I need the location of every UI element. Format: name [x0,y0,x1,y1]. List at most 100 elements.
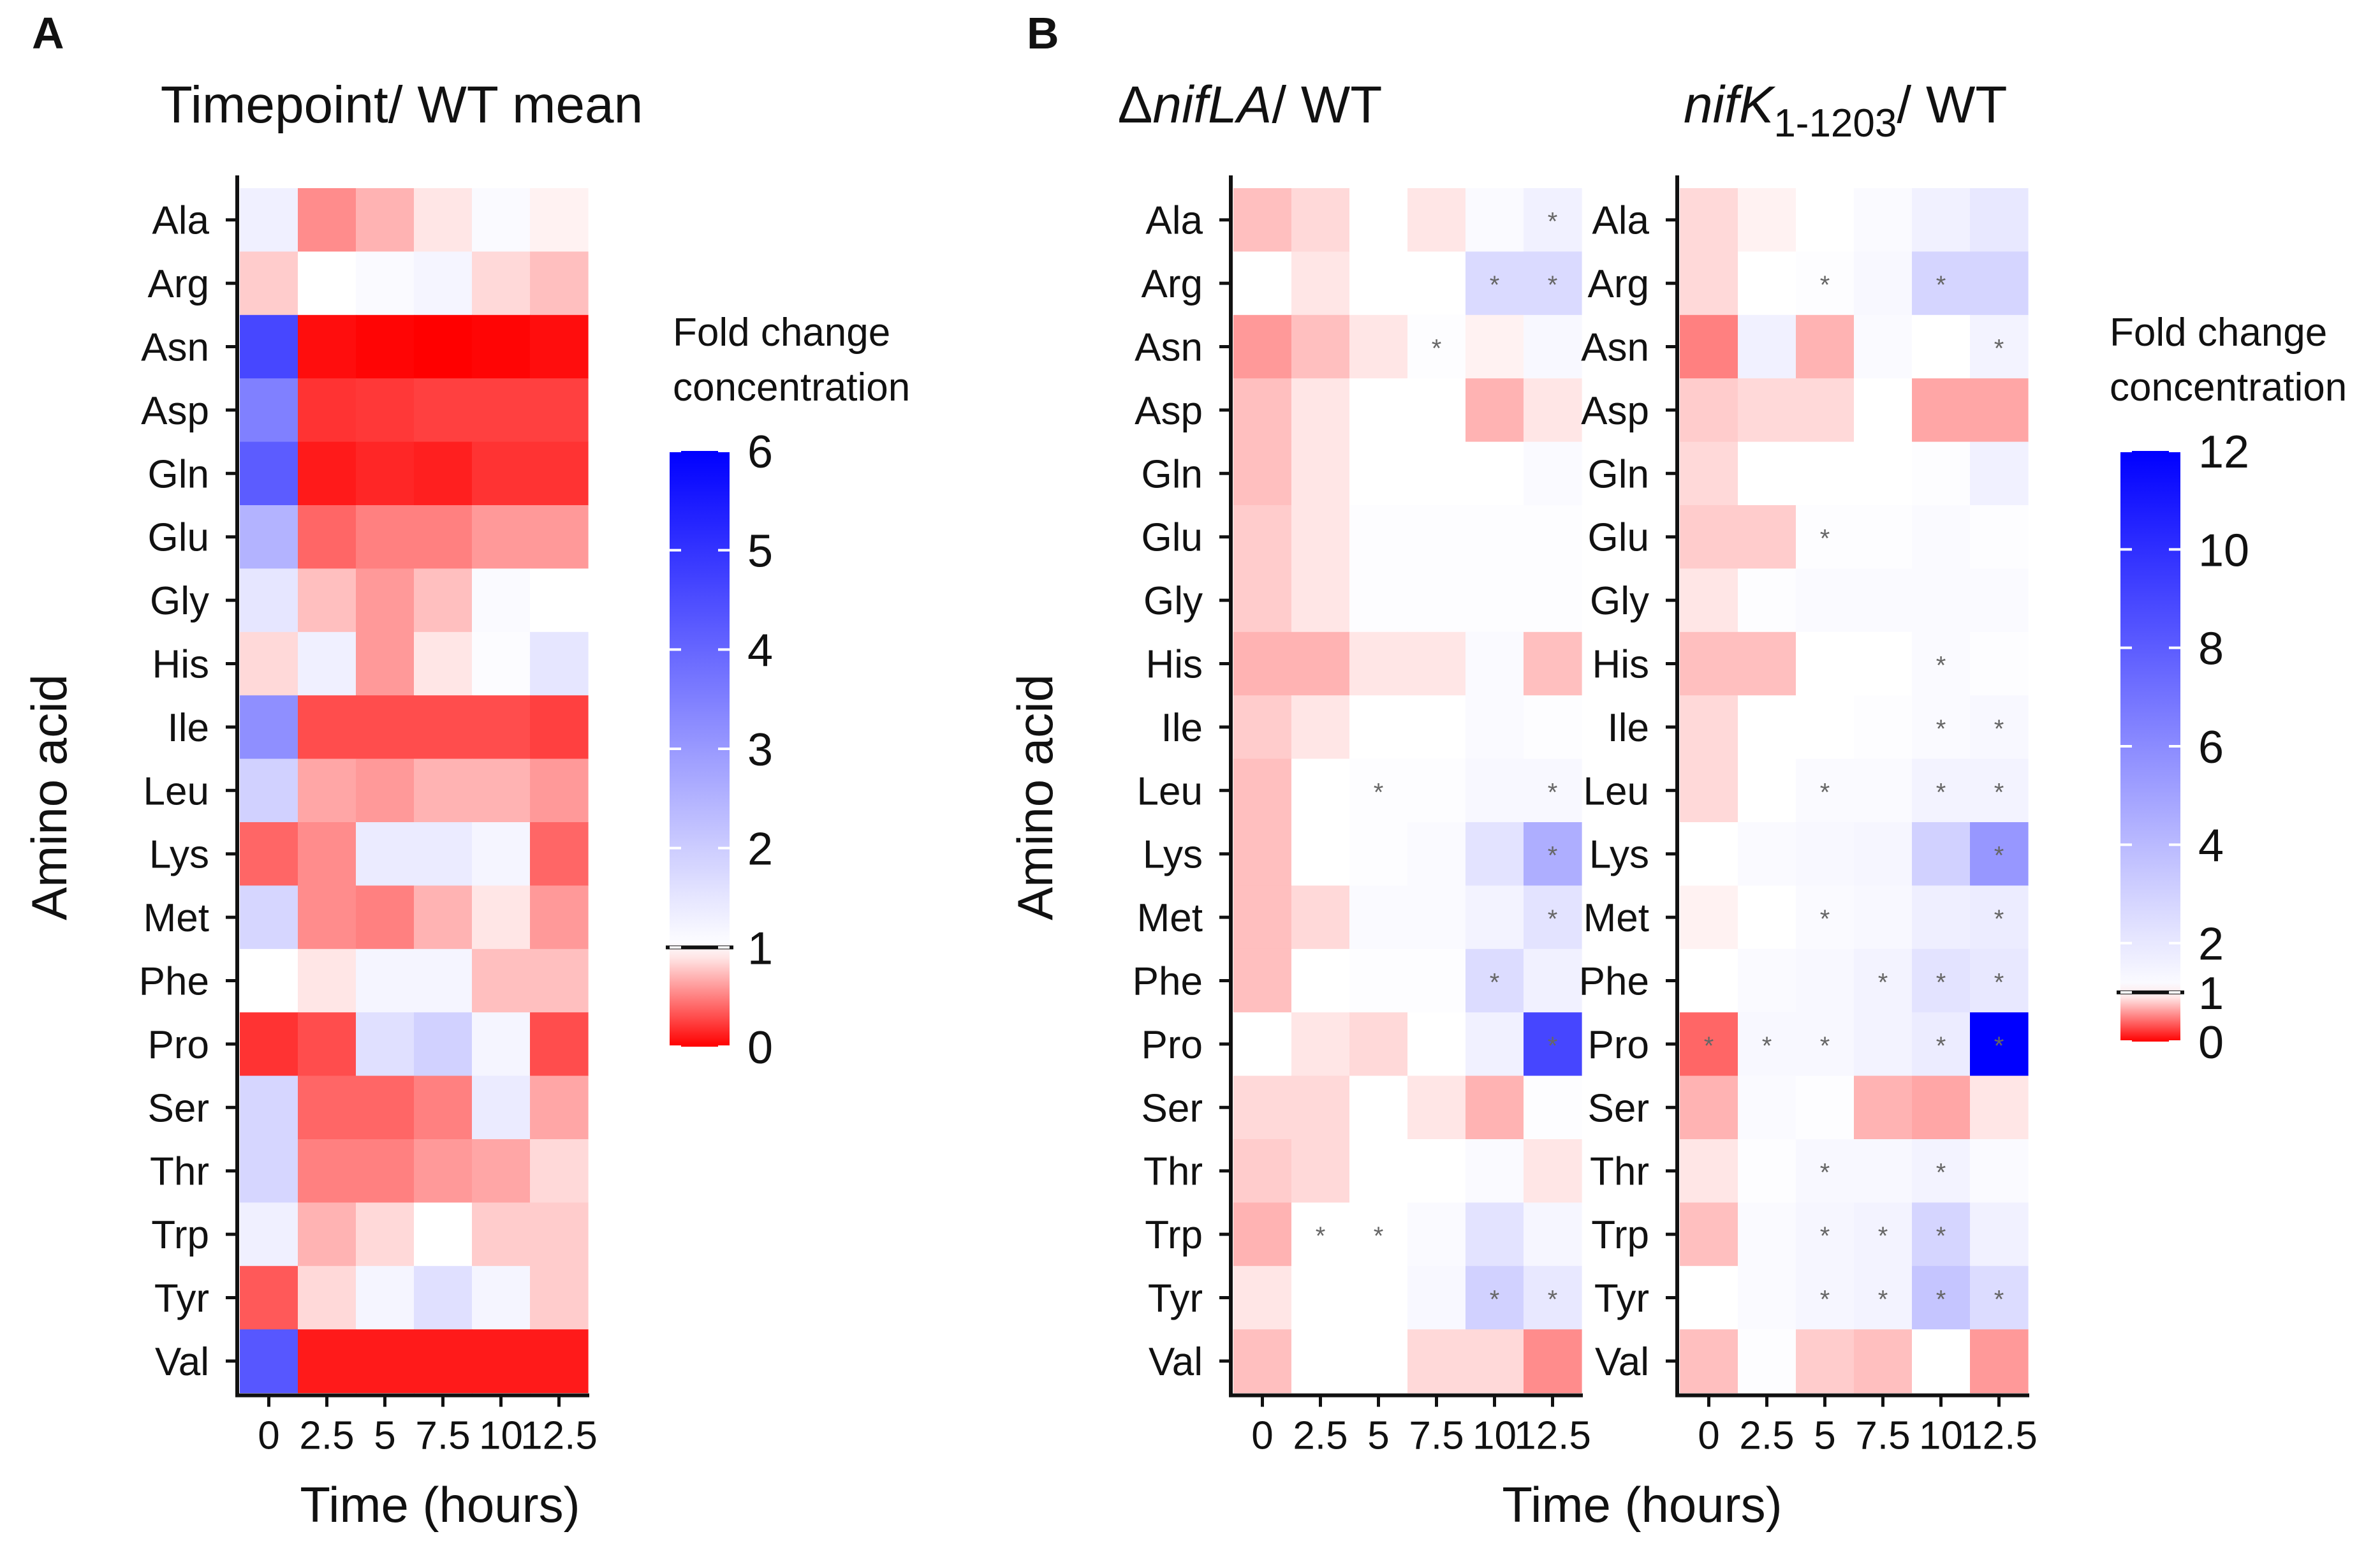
significance-star: * [1994,335,2004,363]
row-label: Pro [1142,1023,1203,1067]
heatmap-cell [1233,1139,1292,1203]
heatmap-cell [1970,822,2029,886]
significance-star: * [1820,778,1830,806]
x-tick-label: 7.5 [415,1414,470,1458]
heatmap-cell [1854,505,1913,569]
heatmap-cell [1680,885,1738,950]
heatmap-cell [1854,631,1913,696]
heatmap-cell [472,378,531,443]
heatmap-cell [1796,1202,1855,1267]
heatmap-cell [1854,885,1913,950]
heatmap-cell [1970,378,2029,443]
heatmap-cell [1407,505,1466,569]
heatmap-cell [1465,1329,1524,1394]
row-label: Ile [1161,706,1203,750]
heatmap-cell [472,1265,531,1330]
significance-star: * [1820,1222,1830,1250]
heatmap-cell [1524,1329,1582,1394]
heatmap-cell [1854,441,1913,506]
heatmap-cell [1796,441,1855,506]
heatmap-cell [1970,505,2029,569]
heatmap-cell [1912,314,1971,379]
heatmap-cell [1465,378,1524,443]
heatmap-cell [1912,822,1971,886]
heatmap-cell [356,441,415,506]
heatmap-cell [1349,251,1408,316]
heatmap-cell [1407,631,1466,696]
colorbar-tick-label: 5 [747,526,773,577]
heatmap-cell [1524,1075,1582,1140]
significance-star: * [1936,1032,1946,1060]
heatmap-cell [298,251,356,316]
significance-star: * [1820,905,1830,933]
heatmap-cell [1912,251,1971,316]
significance-star: * [1548,208,1558,236]
heatmap-cell [1291,822,1350,886]
row-label: Met [143,896,209,940]
heatmap-cell [472,568,531,633]
heatmap-b-nifk: * * * * * * * * * * * * * * * * * * * * * * * * * * * * * * Ala Arg Asn A… [1579,175,2038,1458]
title-italic: nifK [1684,76,1776,134]
heatmap-cell [356,1075,415,1140]
x-tick-label: 10 [1919,1414,1963,1458]
x-tick-label: 7.5 [1409,1414,1464,1458]
heatmap-cell [1970,441,2029,506]
heatmap-cell [1465,188,1524,252]
heatmap-cell [1524,885,1582,950]
heatmap-cell [472,1202,531,1267]
heatmap-cell [530,1329,589,1394]
colorbar-tick-label: 12 [2198,427,2249,478]
heatmap-cell [356,948,415,1013]
heatmap-cell [472,1075,531,1140]
colorbar-tick-label: 0 [2198,1017,2224,1068]
row-label: Asp [1581,389,1649,433]
heatmap-cell [1291,885,1350,950]
significance-star: * [1936,1159,1946,1187]
colorbar-tick-label: 4 [2198,820,2224,871]
heatmap-cell [298,885,356,950]
heatmap-cell [356,188,415,252]
heatmap-cell [530,885,589,950]
heatmap-cell [240,1265,298,1330]
heatmap-cell [356,1202,415,1267]
heatmap-cell [1291,948,1350,1013]
heatmap-cell [1680,1075,1738,1140]
heatmap-cell [298,378,356,443]
row-label: Gln [148,452,209,496]
heatmap-cell [1970,1202,2029,1267]
row-label: Thr [1143,1150,1203,1194]
heatmap-cell [1912,441,1971,506]
row-label: Tyr [1148,1277,1203,1321]
heatmap-cell [1407,1265,1466,1330]
heatmap-cell [1970,1075,2029,1140]
x-tick-label: 10 [1473,1414,1517,1458]
heatmap-cell [1970,1139,2029,1203]
heatmap-cell [298,1075,356,1140]
row-label: His [152,643,209,687]
heatmap-b-nifla-ylabel: Amino acid [1007,674,1063,920]
heatmap-cell [1233,378,1292,443]
row-label: Lys [1589,833,1649,877]
heatmap-cell [1407,378,1466,443]
heatmap-cell [1291,1012,1350,1077]
colorbar-tick-label: 1 [747,923,773,974]
heatmap-cell [356,695,415,760]
row-label: Val [1149,1340,1203,1384]
heatmap-cell [1680,948,1738,1013]
row-label: Ser [1588,1086,1649,1130]
heatmap-cell [1233,314,1292,379]
heatmap-cell [1524,441,1582,506]
x-tick-label: 5 [1814,1414,1835,1458]
heatmap-cell [1680,1139,1738,1203]
heatmap-cell [298,948,356,1013]
heatmap-cell [1854,1265,1913,1330]
heatmap-cell [1349,1075,1408,1140]
heatmap-cell [1912,695,1971,760]
heatmap-cell [1524,1012,1582,1077]
heatmap-cell [1233,948,1292,1013]
row-label: Ala [152,199,209,243]
row-label: Val [1595,1340,1649,1384]
significance-star: * [1820,1286,1830,1314]
heatmap-cell [414,885,473,950]
